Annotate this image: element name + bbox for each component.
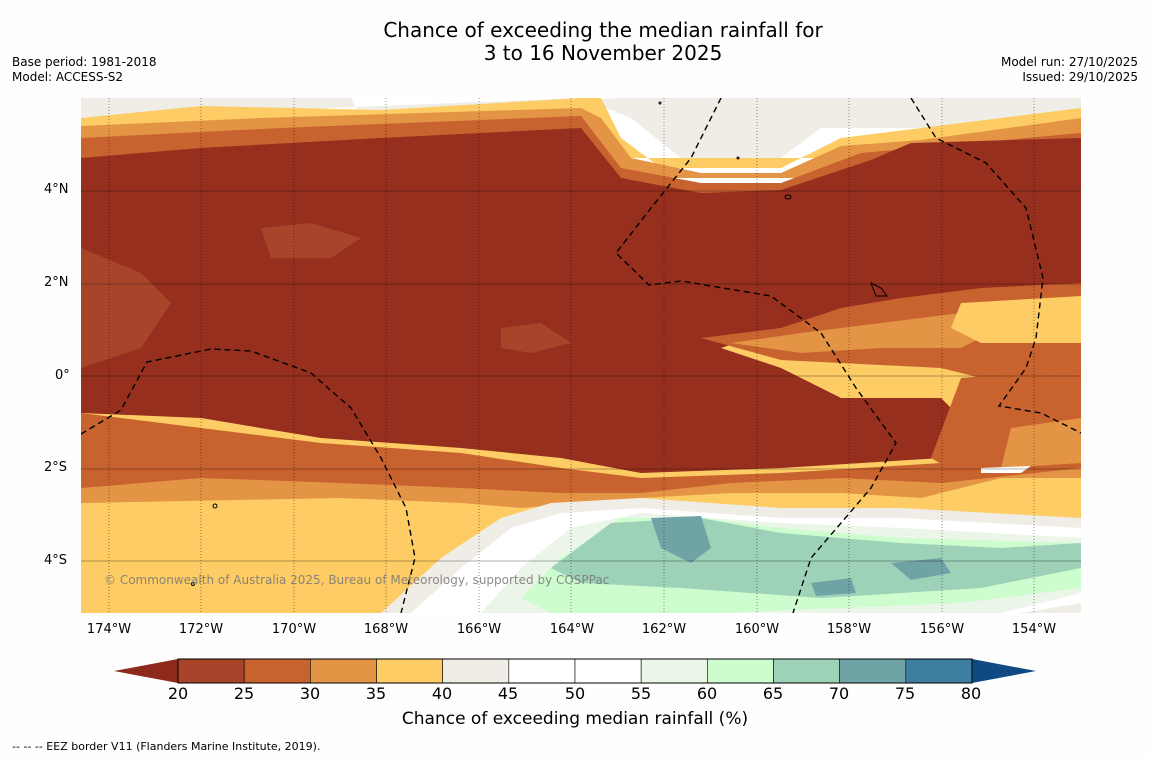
colorbar-segment: [707, 658, 774, 684]
colorbar-segments: [177, 658, 973, 684]
colorbar-segment: [574, 658, 642, 684]
colorbar-segment: [905, 658, 973, 684]
lon-label: 160°W: [734, 622, 780, 637]
lat-label-2s: 2°S: [44, 460, 68, 475]
lon-label: 158°W: [826, 622, 872, 637]
lon-label: 168°W: [363, 622, 409, 637]
colorbar-segment: [376, 658, 443, 684]
issued-date: Issued: 29/10/2025: [1022, 70, 1138, 84]
lat-label-4s: 4°S: [44, 553, 68, 568]
colorbar-segment: [640, 658, 708, 684]
colorbar-segment: [310, 658, 377, 684]
islands: [191, 101, 888, 586]
dry-core: [81, 128, 1081, 473]
lon-label: 170°W: [271, 622, 317, 637]
colorbar-tick: 50: [564, 684, 586, 703]
wet-patch-2: [891, 558, 951, 580]
colorbar-tick: 75: [894, 684, 916, 703]
lat-gridlines: [81, 190, 1081, 562]
colorbar-segment: [243, 658, 311, 684]
model-run: Model run: 27/10/2025: [1000, 55, 1138, 69]
lon-label: 164°W: [549, 622, 595, 637]
base-period: Base period: 1981-2018: [12, 55, 157, 69]
east-white-fleck: [981, 466, 1031, 473]
colorbar-tick: 55: [630, 684, 652, 703]
lat-label-2n: 2°N: [44, 275, 69, 290]
colorbar-tick: 70: [828, 684, 850, 703]
lon-label: 154°W: [1011, 622, 1057, 637]
colorbar-segment: [442, 658, 510, 684]
eez-borders: [81, 98, 1081, 613]
colorbar-under-arrow: [114, 659, 178, 683]
colorbar-tick: 80: [960, 684, 982, 703]
colorbar-over-arrow: [972, 659, 1036, 683]
colorbar-tick: 20: [167, 684, 189, 703]
eez-footnote: -- -- -- EEZ border V11 (Flanders Marine…: [12, 740, 321, 753]
colorbar-outline: [177, 658, 973, 684]
colorbar-tick: 30: [299, 684, 321, 703]
north-grey: [81, 98, 1081, 158]
colorbar-tick: 40: [431, 684, 453, 703]
meta-right: Model run: 27/10/2025 Issued: 29/10/2025: [1001, 55, 1138, 85]
map-svg: [81, 98, 1081, 613]
colorbar-tick: 35: [365, 684, 387, 703]
colorbar-segment: [508, 658, 576, 684]
colorbar-tick: 60: [696, 684, 718, 703]
rainfall-map: © Commonwealth of Australia 2025, Bureau…: [81, 98, 1081, 613]
east-lower-light: [1001, 418, 1081, 468]
lon-label: 162°W: [641, 622, 687, 637]
west-patch: [81, 248, 171, 368]
colorbar-segment: [773, 658, 840, 684]
lon-label: 166°W: [456, 622, 502, 637]
lat-label-0: 0°: [55, 368, 70, 383]
colorbar-tick: 25: [233, 684, 255, 703]
model-name: Model: ACCESS-S2: [12, 70, 124, 84]
lat-label-4n: 4°N: [44, 182, 69, 197]
wet-patch-3: [811, 578, 856, 596]
patch-center: [501, 323, 571, 353]
east-orange-inner: [731, 313, 1001, 353]
colorbar-tick: 45: [497, 684, 519, 703]
colorbar-label: Chance of exceeding median rainfall (%): [401, 709, 749, 729]
colorbar: [114, 658, 1036, 684]
colorbar-segment: [839, 658, 907, 684]
title-line-1: Chance of exceeding the median rainfall …: [383, 18, 823, 42]
lon-label: 174°W: [86, 622, 132, 637]
colorbar-tick: 65: [762, 684, 784, 703]
colorbar-segment: [177, 658, 245, 684]
title-line-2: 3 to 16 November 2025: [483, 41, 723, 65]
lon-label: 172°W: [178, 622, 224, 637]
wet-patch-1: [651, 516, 711, 563]
lon-gridlines: [108, 98, 1035, 613]
patch-north: [261, 223, 361, 258]
copyright: © Commonwealth of Australia 2025, Bureau…: [104, 573, 610, 587]
meta-left: Base period: 1981-2018 Model: ACCESS-S2: [12, 55, 157, 85]
chart-title: Chance of exceeding the median rainfall …: [0, 19, 1150, 65]
east-yellow: [951, 296, 1081, 343]
lon-label: 156°W: [919, 622, 965, 637]
